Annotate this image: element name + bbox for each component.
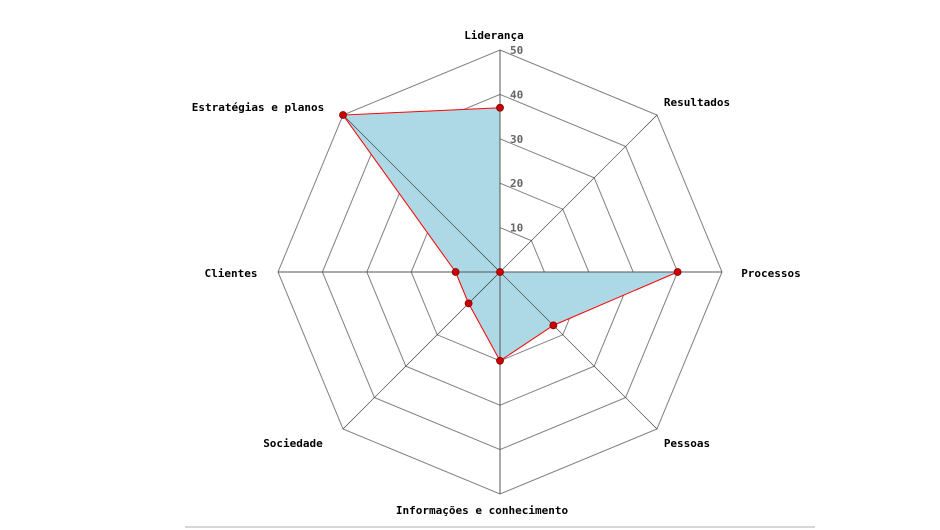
axis-spoke (499, 114, 658, 273)
tick-labels: 10 20 30 40 50 (510, 44, 523, 235)
radar-spokes (278, 50, 722, 494)
axis-label: Sociedade (263, 437, 323, 450)
axis-spoke (499, 271, 658, 430)
axis-spoke (342, 114, 501, 273)
axis-label: Estratégias e planos (192, 101, 324, 114)
data-point-marker (496, 103, 504, 112)
axis-label: Processos (741, 267, 801, 280)
tick-label-20: 20 (510, 177, 523, 190)
axis-spoke (342, 271, 501, 430)
data-point-marker (673, 268, 682, 276)
data-point-marker (451, 268, 460, 276)
axis-labels: Liderança Resultados Processos Pessoas Infor… (192, 29, 801, 517)
tick-label-10: 10 (510, 222, 523, 235)
data-markers (339, 103, 682, 365)
data-point-marker (496, 356, 504, 365)
tick-label-30: 30 (510, 133, 523, 146)
axis-label: Informações e conhecimento (396, 504, 569, 517)
data-point-marker (549, 321, 558, 330)
tick-label-40: 40 (510, 88, 523, 101)
axis-label: Clientes (205, 267, 258, 280)
series-area (343, 107, 678, 361)
axis-label: Pessoas (664, 437, 710, 450)
data-point-marker (339, 111, 347, 119)
axis-label: Resultados (664, 96, 730, 109)
axis-label: Liderança (464, 29, 524, 42)
data-point-marker (496, 268, 504, 276)
tick-label-50: 50 (510, 44, 523, 57)
footer-divider (185, 526, 815, 528)
data-point-marker (464, 299, 473, 308)
